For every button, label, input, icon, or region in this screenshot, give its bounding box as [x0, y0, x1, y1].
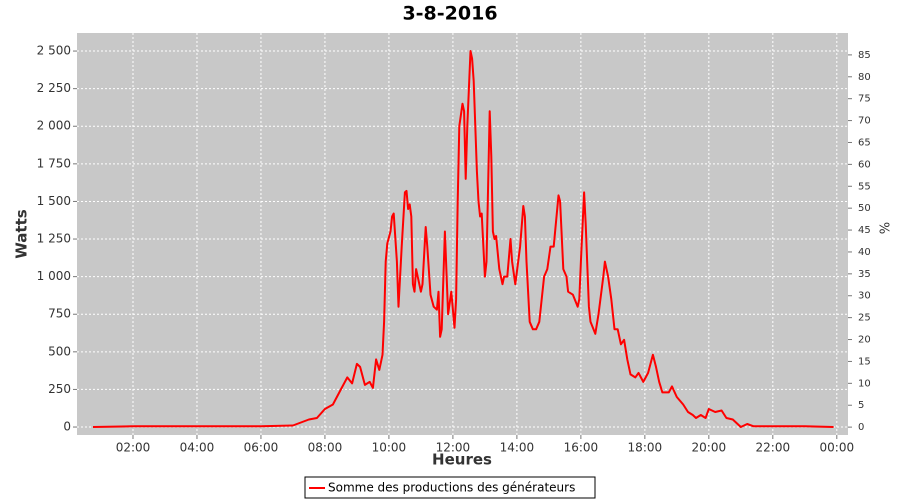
y-tick-label: 1 250	[37, 232, 71, 246]
y2-tick-label: 35	[858, 269, 871, 280]
y2-tick-label: 70	[858, 116, 871, 127]
y-tick-label: 750	[48, 307, 71, 321]
y2-tick-label: 25	[858, 313, 871, 324]
y2-tick-label: 85	[858, 50, 871, 61]
y-tick-label: 2 500	[37, 44, 71, 58]
y2-tick-label: 10	[858, 378, 871, 389]
y2-tick-label: 40	[858, 247, 871, 258]
y-tick-label: 1 750	[37, 156, 71, 170]
y2-tick-label: 15	[858, 356, 871, 367]
legend	[304, 476, 596, 499]
y2-tick-label: 45	[858, 225, 871, 236]
x-tick-label: 02:00	[116, 441, 151, 455]
y-tick-label: 0	[63, 420, 71, 434]
y-tick-label: 2 250	[37, 81, 71, 95]
x-tick-label: 04:00	[180, 441, 215, 455]
y2-tick-label: 55	[858, 181, 871, 192]
line-series	[92, 50, 834, 428]
y2-tick-label: 0	[858, 422, 864, 433]
y2-tick-label: 60	[858, 159, 871, 170]
x-tick-label: 08:00	[308, 441, 343, 455]
x-tick-label: 18:00	[628, 441, 663, 455]
chart-title: 3-8-2016	[402, 3, 497, 25]
y-axis-title: Watts	[13, 209, 31, 258]
x-tick-label: 10:00	[372, 441, 407, 455]
x-tick-label: 14:00	[500, 441, 535, 455]
y2-tick-label: 80	[858, 72, 871, 83]
x-tick-label: 12:00	[436, 441, 471, 455]
legend-label: Somme des productions des générateurs	[328, 481, 575, 495]
y-tick-label: 500	[48, 344, 71, 358]
y2-tick-label: 50	[858, 203, 871, 214]
y2-tick-label: 20	[858, 335, 871, 346]
x-tick-label: 16:00	[564, 441, 599, 455]
y-tick-label: 250	[48, 382, 71, 396]
grid	[77, 33, 848, 435]
y-tick-label: 1 500	[37, 194, 71, 208]
y2-axis-title: %	[876, 222, 891, 234]
x-tick-label: 20:00	[692, 441, 727, 455]
y2-tick-label: 65	[858, 137, 871, 148]
plot-area	[77, 33, 848, 435]
marks	[92, 50, 834, 428]
y2-tick-label: 75	[858, 94, 871, 105]
x-axis-title: Heures	[432, 451, 492, 469]
y2-tick-label: 30	[858, 291, 871, 302]
x-tick-label: 22:00	[756, 441, 791, 455]
y-tick-label: 1 000	[37, 269, 71, 283]
x-tick-label: 00:00	[820, 441, 855, 455]
x-tick-label: 06:00	[244, 441, 279, 455]
y2-tick-label: 5	[858, 400, 864, 411]
y-tick-label: 2 000	[37, 119, 71, 133]
